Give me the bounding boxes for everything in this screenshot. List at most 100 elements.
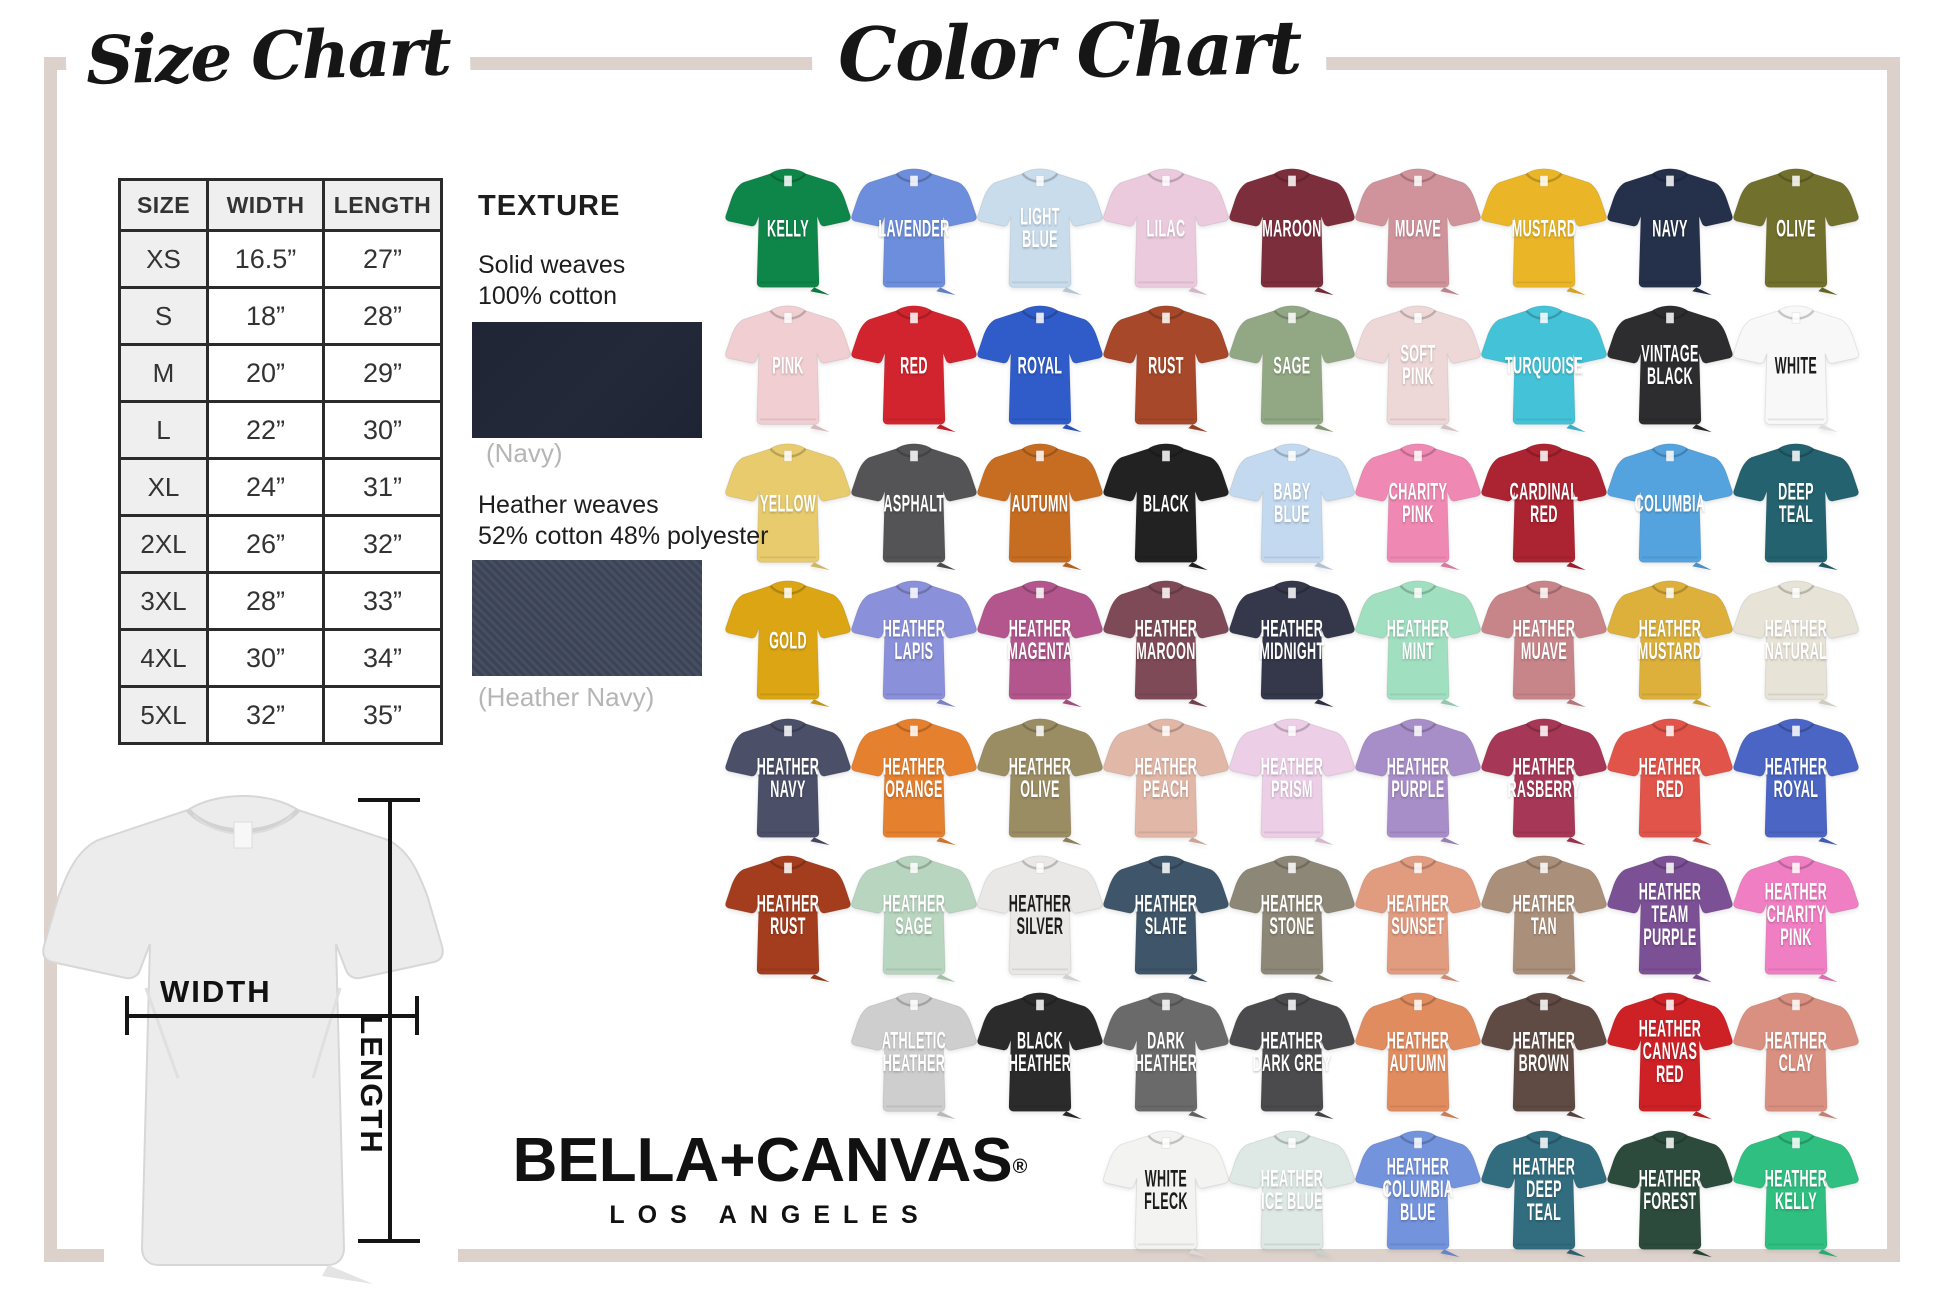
shirt-deep-teal: DEEP TEAL	[1728, 435, 1864, 575]
shirt-icon	[976, 443, 1104, 570]
size-table-row-5xl: 5XL 32” 35”	[118, 685, 443, 745]
heather-weave-line1: Heather weaves	[478, 491, 659, 519]
shirt-heather-mint: HEATHER MINT	[1350, 572, 1486, 712]
size-table-row-3xl: 3XL 28” 33”	[118, 571, 443, 631]
width-label: WIDTH	[160, 974, 272, 1009]
shirt-color-label: YELLOW	[759, 489, 817, 517]
size-cell: 4XL	[118, 628, 209, 688]
shirt-color-label: HEATHER FOREST	[1638, 1164, 1702, 1215]
navy-swatch-caption: (Navy)	[486, 438, 563, 468]
length-cell: 30”	[322, 400, 443, 460]
shirt-icon	[976, 305, 1104, 433]
shirt-kelly: KELLY	[720, 160, 856, 300]
shirt-icon	[1354, 305, 1482, 433]
shirt-icon	[1228, 992, 1356, 1120]
shirt-heather-natural: HEATHER NATURAL	[1728, 572, 1864, 712]
shirt-icon	[1228, 580, 1356, 708]
length-cell: 32”	[322, 514, 443, 574]
shirt-color-label: VINTAGE BLACK	[1641, 340, 1699, 391]
shirt-color-label: WHITE FLECK	[1144, 1164, 1188, 1215]
shirt-color-label: RUST	[1148, 352, 1184, 380]
shirt-color-label: KELLY	[767, 215, 809, 243]
size-table-header-width: WIDTH	[206, 178, 325, 232]
size-table-row-2xl: 2XL 26” 32”	[118, 514, 443, 574]
shirt-heather-sage: HEATHER SAGE	[846, 847, 982, 987]
shirt-color-label: ROYAL	[1017, 352, 1063, 380]
shirt-autumn: AUTUMN	[972, 435, 1108, 575]
shirt-icon	[1354, 443, 1482, 570]
shirt-icon	[1354, 1130, 1482, 1257]
shirt-rust: RUST	[1098, 297, 1234, 437]
shirt-charity-pink: CHARITY PINK	[1350, 435, 1486, 575]
shirt-royal: ROYAL	[972, 297, 1108, 437]
shirt-color-label: HEATHER NAVY	[756, 752, 820, 803]
shirt-heather-red: HEATHER RED	[1602, 710, 1738, 850]
solid-weave-line2: 100% cotton	[478, 282, 617, 310]
shirt-color-label: HEATHER LAPIS	[882, 615, 946, 666]
shirt-icon	[1102, 443, 1230, 570]
shirt-heather-team-purple: HEATHER TEAM PURPLE	[1602, 847, 1738, 987]
length-cell: 33”	[322, 571, 443, 631]
shirt-icon	[1606, 1130, 1734, 1257]
size-cell: 3XL	[118, 571, 209, 631]
shirt-color-label: HEATHER KELLY	[1764, 1164, 1828, 1215]
shirt-icon	[1732, 168, 1860, 296]
shirt-color-label: OLIVE	[1776, 215, 1816, 243]
shirt-icon	[724, 168, 852, 296]
shirt-icon	[724, 717, 852, 845]
shirt-heather-brown: HEATHER BROWN	[1476, 984, 1612, 1124]
shirt-black: BLACK	[1098, 435, 1234, 575]
size-table-header-size: SIZE	[118, 178, 209, 232]
shirt-heather-navy: HEATHER NAVY	[720, 710, 856, 850]
shirt-red: RED	[846, 297, 982, 437]
shirt-color-label: HEATHER SUNSET	[1386, 890, 1450, 940]
shirt-color-label: HEATHER MAGENTA	[1007, 615, 1073, 666]
length-measure-tick-bottom	[358, 1239, 420, 1243]
shirt-color-label: LIGHT BLUE	[1020, 203, 1060, 253]
size-cell: L	[118, 400, 209, 460]
size-table-row-m: M 20” 29”	[118, 343, 443, 403]
shirt-icon	[1606, 855, 1734, 983]
shirt-color-label: HEATHER SILVER	[1008, 890, 1072, 940]
size-cell: M	[118, 343, 209, 403]
shirt-heather-clay: HEATHER CLAY	[1728, 984, 1864, 1124]
size-cell: 2XL	[118, 514, 209, 574]
shirt-sage: SAGE	[1224, 297, 1360, 437]
shirt-icon	[1354, 717, 1482, 845]
shirt-color-label: HEATHER CLAY	[1764, 1027, 1828, 1078]
shirt-color-label: BLACK HEATHER	[1008, 1027, 1072, 1078]
shirt-heather-columbia-blue: HEATHER COLUMBIA BLUE	[1350, 1122, 1486, 1262]
size-cell: 5XL	[118, 685, 209, 745]
shirt-heather-kelly: HEATHER KELLY	[1728, 1122, 1864, 1262]
shirt-color-label: MUSTARD	[1511, 215, 1577, 243]
shirt-vintage-black: VINTAGE BLACK	[1602, 297, 1738, 437]
shirt-color-label: LILAC	[1146, 215, 1186, 243]
shirt-heather-rasberry: HEATHER RASBERRY	[1476, 710, 1612, 850]
shirt-heather-stone: HEATHER STONE	[1224, 847, 1360, 987]
shirt-color-label: SAGE	[1273, 352, 1311, 380]
shirt-icon	[850, 855, 978, 983]
shirt-heather-lapis: HEATHER LAPIS	[846, 572, 982, 712]
shirt-icon	[724, 443, 852, 570]
width-measure-line	[127, 1014, 419, 1018]
shirt-icon	[724, 855, 852, 983]
length-cell: 34”	[322, 628, 443, 688]
size-table-row-l: L 22” 30”	[118, 400, 443, 460]
length-measure-tick-top	[358, 798, 420, 802]
shirt-heather-charity-pink: HEATHER CHARITY PINK	[1728, 847, 1864, 987]
shirt-color-label: CHARITY PINK	[1388, 477, 1448, 528]
shirt-icon	[1480, 168, 1608, 296]
length-cell: 28”	[322, 286, 443, 346]
length-cell: 31”	[322, 457, 443, 517]
shirt-icon	[1480, 855, 1608, 983]
shirt-color-label: COLUMBIA	[1634, 489, 1706, 517]
shirt-icon	[1732, 305, 1860, 433]
shirt-muave: MUAVE	[1350, 160, 1486, 300]
shirt-maroon: MAROON	[1224, 160, 1360, 300]
shirt-icon	[1606, 168, 1734, 296]
width-cell: 18”	[206, 286, 325, 346]
shirt-icon	[850, 580, 978, 708]
shirt-heather-prism: HEATHER PRISM	[1224, 710, 1360, 850]
shirt-color-label: BABY BLUE	[1273, 477, 1311, 528]
shirt-icon	[724, 580, 852, 708]
